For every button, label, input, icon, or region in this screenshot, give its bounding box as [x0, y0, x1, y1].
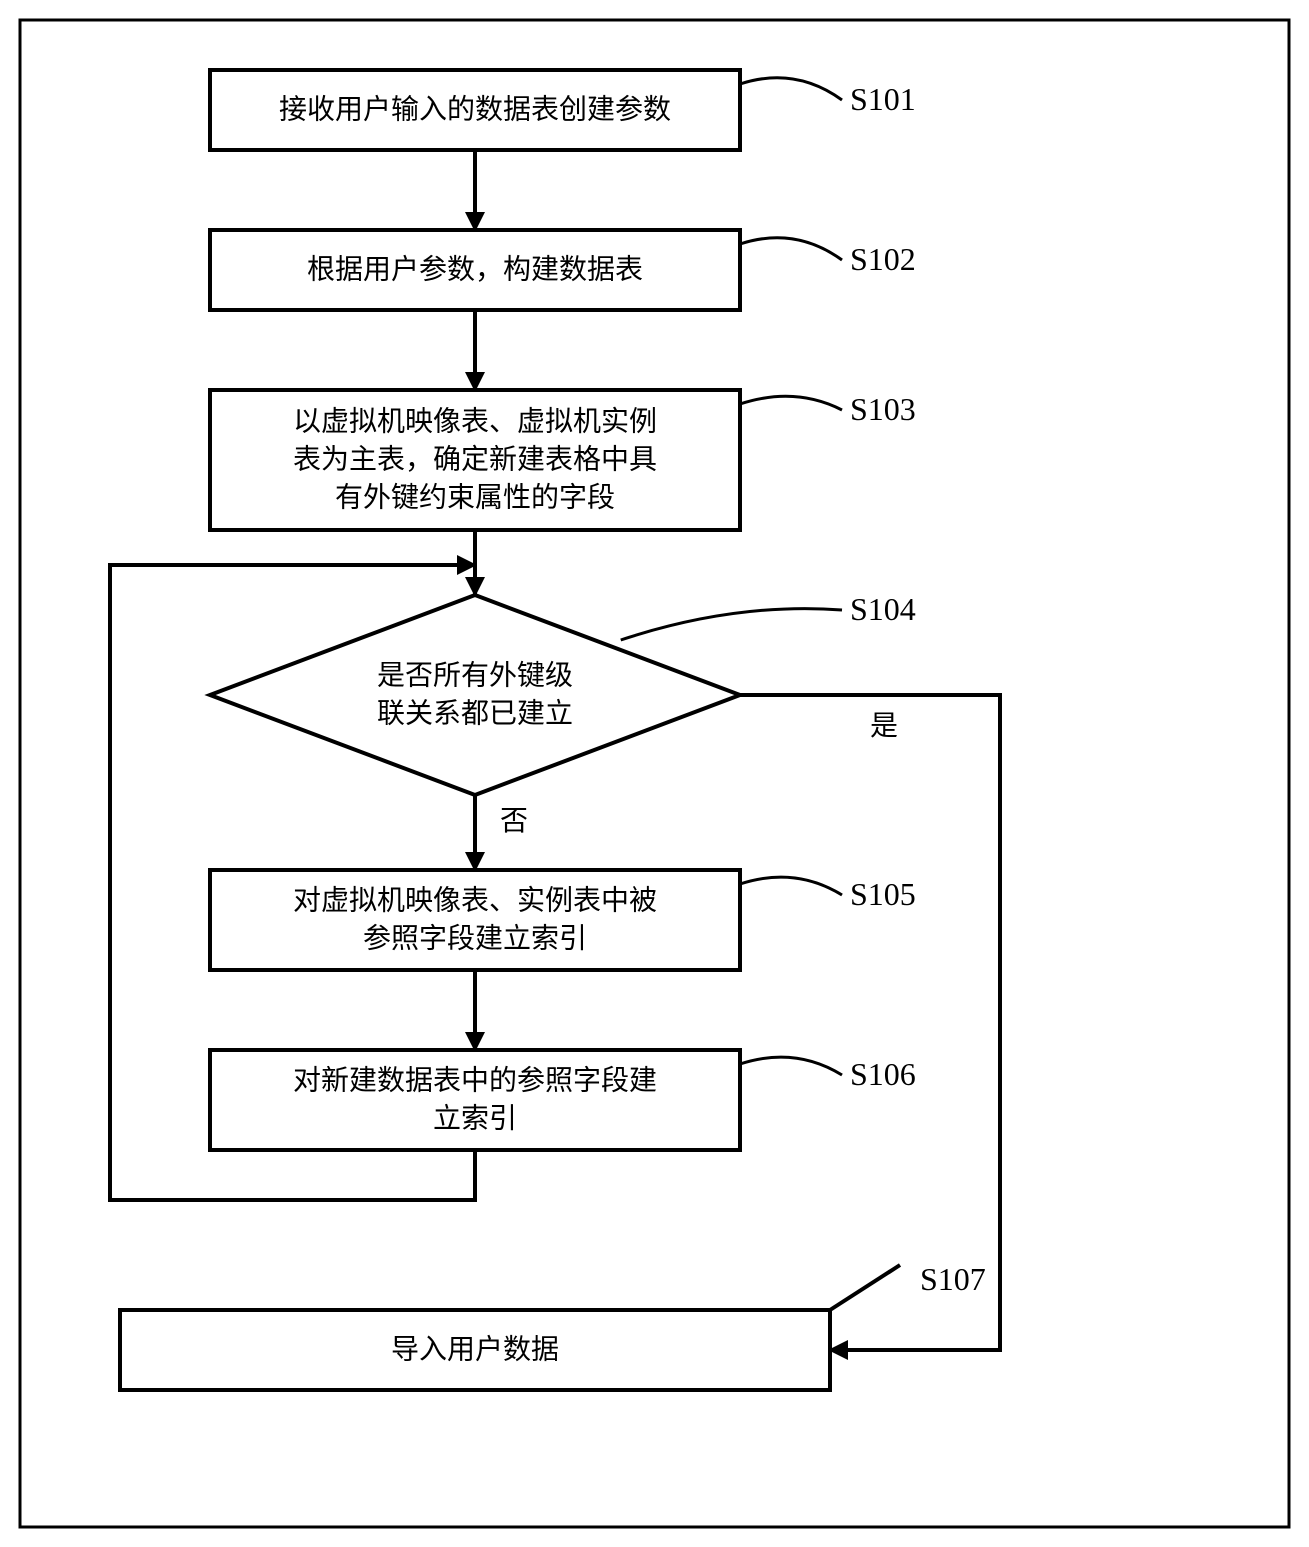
node-s105: 对虚拟机映像表、实例表中被参照字段建立索引 S105 [210, 870, 916, 970]
step-label: S103 [850, 391, 916, 427]
label-leader [740, 78, 842, 100]
step-label: S106 [850, 1056, 916, 1092]
node-text: 有外键约束属性的字段 [335, 481, 615, 513]
step-label: S105 [850, 876, 916, 912]
node-s101: 接收用户输入的数据表创建参数 S101 [210, 70, 916, 150]
label-leader [740, 396, 842, 410]
node-text: 根据用户参数，构建数据表 [307, 253, 643, 285]
node-s106: 对新建数据表中的参照字段建立索引 S106 [210, 1050, 916, 1150]
label-leader [740, 238, 842, 260]
node-s103: 以虚拟机映像表、虚拟机实例表为主表，确定新建表格中具有外键约束属性的字段 S103 [210, 390, 916, 530]
node-text: 对虚拟机映像表、实例表中被 [293, 884, 657, 916]
node-text: 参照字段建立索引 [363, 922, 587, 954]
label-leader [740, 877, 842, 895]
edge-label: 否 [500, 806, 528, 837]
step-label: S101 [850, 81, 916, 117]
flowchart-canvas: 否 是 接收用户输入的数据表创建参数 S101 根据用户参数，构建数据表 S102 以虚拟机… [0, 0, 1309, 1547]
edge-label: 是 [870, 711, 898, 742]
edge-e7_poly [740, 695, 1000, 1350]
node-text: 联关系都已建立 [377, 697, 573, 729]
node-text: 是否所有外键级 [377, 659, 573, 691]
node-s107: 导入用户数据 S107 [120, 1261, 986, 1390]
node-s102: 根据用户参数，构建数据表 S102 [210, 230, 916, 310]
node-text: 以虚拟机映像表、虚拟机实例 [293, 405, 657, 437]
node-text: 立索引 [433, 1102, 517, 1134]
node-text: 对新建数据表中的参照字段建 [293, 1064, 657, 1096]
label-leader [740, 1057, 842, 1075]
node-text: 表为主表，确定新建表格中具 [293, 443, 657, 475]
node-text: 导入用户数据 [391, 1333, 559, 1365]
label-leader [621, 609, 842, 640]
step-label: S102 [850, 241, 916, 277]
step-label: S107 [920, 1261, 986, 1297]
edge-s107_leader [830, 1265, 900, 1310]
node-text: 接收用户输入的数据表创建参数 [279, 93, 671, 125]
step-label: S104 [850, 591, 916, 627]
